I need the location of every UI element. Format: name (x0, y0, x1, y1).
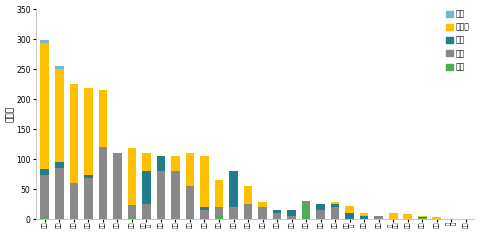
Bar (316, 210, 325, 219)
Bar (215, 207, 223, 216)
Bar (331, 202, 339, 204)
Bar (432, 217, 441, 219)
Bar (418, 218, 427, 219)
Bar (186, 186, 194, 219)
Bar (142, 153, 151, 171)
Bar (142, 204, 151, 219)
Bar (389, 213, 397, 219)
Bar (40, 217, 49, 219)
Bar (418, 217, 427, 218)
Bar (55, 66, 64, 69)
Bar (55, 69, 64, 162)
Bar (302, 204, 311, 219)
Bar (331, 204, 339, 207)
Bar (331, 207, 339, 219)
Bar (273, 213, 281, 219)
Bar (360, 216, 369, 219)
Bar (84, 175, 93, 178)
Bar (403, 214, 412, 219)
Bar (186, 153, 194, 186)
Bar (258, 202, 267, 207)
Bar (258, 207, 267, 219)
Bar (418, 216, 427, 217)
Bar (345, 213, 354, 219)
Bar (215, 216, 223, 219)
Bar (40, 175, 49, 217)
Bar (302, 201, 311, 204)
Bar (229, 207, 238, 219)
Bar (55, 168, 64, 219)
Bar (40, 40, 49, 43)
Bar (360, 213, 369, 216)
Bar (156, 156, 165, 171)
Bar (40, 169, 49, 175)
Bar (287, 210, 296, 216)
Bar (98, 90, 107, 147)
Bar (156, 171, 165, 219)
Bar (84, 178, 93, 219)
Bar (345, 206, 354, 213)
Bar (84, 88, 93, 175)
Bar (128, 148, 136, 205)
Bar (142, 171, 151, 204)
Bar (70, 84, 78, 183)
Bar (244, 186, 252, 204)
Bar (128, 205, 136, 217)
Bar (98, 147, 107, 219)
Bar (215, 180, 223, 207)
Bar (128, 217, 136, 219)
Bar (40, 43, 49, 169)
Bar (200, 156, 209, 207)
Bar (244, 204, 252, 219)
Bar (171, 156, 180, 171)
Bar (55, 162, 64, 168)
Bar (273, 210, 281, 213)
Y-axis label: 万千瓦: 万千瓦 (6, 106, 14, 122)
Bar (200, 210, 209, 219)
Bar (200, 207, 209, 210)
Bar (316, 204, 325, 210)
Bar (229, 171, 238, 207)
Bar (287, 216, 296, 219)
Bar (374, 216, 383, 219)
Legend: 其它, 太阳能, 风电, 火电, 水电: 其它, 太阳能, 风电, 火电, 水电 (445, 9, 470, 72)
Bar (171, 171, 180, 219)
Bar (70, 183, 78, 219)
Bar (113, 153, 122, 219)
